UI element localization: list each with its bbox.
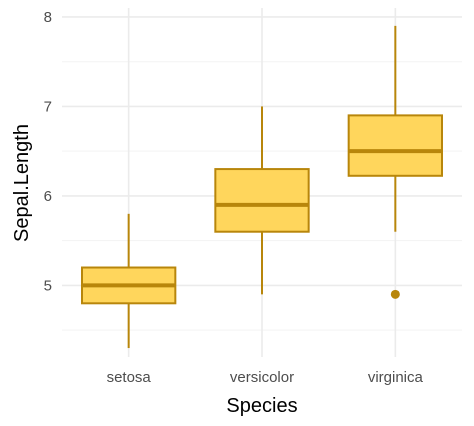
- x-tick-label: versicolor: [230, 369, 294, 386]
- y-tick-label: 5: [44, 277, 52, 294]
- outlier-point: [390, 289, 400, 299]
- box-virginica: [347, 25, 443, 299]
- box-versicolor: [214, 106, 310, 295]
- y-axis-ticks: 5 6 7 8: [44, 9, 52, 294]
- box-layer: [81, 25, 443, 349]
- y-tick-label: 6: [44, 188, 52, 205]
- box-iqr: [347, 114, 443, 177]
- y-tick-label: 8: [44, 9, 52, 26]
- x-axis-title: Species: [226, 395, 297, 417]
- y-axis-title: Sepal.Length: [11, 124, 33, 242]
- box-setosa: [81, 213, 177, 349]
- x-tick-label: virginica: [368, 369, 424, 386]
- x-axis-ticks: setosa versicolor virginica: [107, 369, 424, 386]
- x-tick-label: setosa: [107, 369, 152, 386]
- box-iqr: [214, 168, 310, 233]
- y-tick-label: 7: [44, 98, 52, 115]
